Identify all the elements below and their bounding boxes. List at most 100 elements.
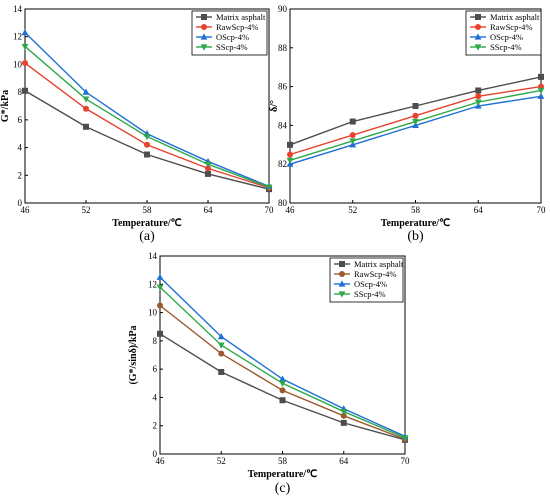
data-point xyxy=(144,141,150,148)
data-point xyxy=(537,92,545,99)
legend-label: Matrix asphalt xyxy=(216,12,266,22)
x-tick-label: 64 xyxy=(204,205,214,215)
y-tick-label: 80 xyxy=(278,198,288,208)
data-point xyxy=(22,60,28,67)
x-axis-label: Temperature/℃ xyxy=(381,218,451,229)
x-tick-label: 70 xyxy=(401,456,411,466)
y-tick-label: 10 xyxy=(13,59,23,69)
x-axis-label: Temperature/℃ xyxy=(112,218,182,229)
data-point xyxy=(204,161,212,168)
panel-label: (c) xyxy=(275,481,291,496)
x-tick-label: 70 xyxy=(265,205,275,215)
data-point xyxy=(217,333,225,340)
legend-label: OScp-4% xyxy=(354,279,387,289)
legend-label: Matrix asphalt xyxy=(490,12,540,22)
data-point xyxy=(537,87,545,95)
data-point xyxy=(340,419,347,426)
y-axis-label: (G*/sinδ)/kPa xyxy=(128,325,139,384)
data-point xyxy=(401,435,409,442)
legend-marker xyxy=(201,24,207,30)
data-point xyxy=(475,93,482,100)
data-point xyxy=(144,151,150,158)
data-point xyxy=(157,302,163,309)
y-tick-label: 90 xyxy=(278,4,288,14)
data-point xyxy=(157,330,163,337)
data-point xyxy=(286,157,294,164)
data-point xyxy=(475,87,482,94)
legend-marker xyxy=(475,14,481,20)
data-point xyxy=(143,133,151,141)
y-tick-label: 6 xyxy=(18,115,23,125)
legend-label: RawScp-4% xyxy=(216,22,259,32)
legend-marker xyxy=(339,271,345,277)
data-point xyxy=(82,96,90,103)
x-tick-label: 52 xyxy=(217,456,226,466)
x-tick-label: 46 xyxy=(286,205,296,215)
legend-label: SScp-4% xyxy=(354,289,386,299)
legend-label: RawScp-4% xyxy=(490,22,533,32)
chart-c: 46 52 58 64 7002468101214Temperature/℃(G*/si… xyxy=(128,251,410,496)
y-tick-label: 12 xyxy=(148,279,157,289)
y-tick-label: 4 xyxy=(153,392,158,402)
panel-label: (a) xyxy=(139,229,155,244)
series-line-1 xyxy=(24,62,270,189)
x-axis-label: Temperature/℃ xyxy=(248,469,318,480)
y-tick-label: 88 xyxy=(278,43,288,53)
y-tick-label: 8 xyxy=(153,336,158,346)
data-point xyxy=(279,380,286,387)
x-tick-label: 58 xyxy=(278,456,288,466)
legend-marker xyxy=(474,33,482,40)
data-point xyxy=(205,165,211,172)
data-point xyxy=(205,170,211,177)
x-tick-label: 70 xyxy=(537,205,547,215)
data-point xyxy=(279,397,286,404)
y-tick-label: 14 xyxy=(13,4,23,14)
data-point xyxy=(218,350,225,357)
y-tick-label: 0 xyxy=(18,198,23,208)
data-point xyxy=(474,99,482,106)
legend-label: OScp-4% xyxy=(216,32,249,42)
y-tick-label: 8 xyxy=(18,87,23,97)
legend-label: OScp-4% xyxy=(490,32,523,42)
x-tick-label: 46 xyxy=(21,205,31,215)
data-point xyxy=(340,412,347,419)
legend-marker xyxy=(338,291,346,298)
data-point xyxy=(287,151,293,158)
legend-marker xyxy=(200,33,208,40)
series-line-3 xyxy=(159,286,406,439)
legend-label: SScp-4% xyxy=(216,42,248,52)
y-tick-label: 0 xyxy=(153,449,158,459)
data-point xyxy=(156,273,164,280)
series-line-2 xyxy=(24,32,270,188)
y-tick-label: 12 xyxy=(13,32,22,42)
x-tick-label: 52 xyxy=(348,205,357,215)
y-tick-label: 6 xyxy=(153,364,158,374)
data-point xyxy=(217,342,225,349)
y-tick-label: 10 xyxy=(148,308,158,318)
data-point xyxy=(265,184,273,191)
y-tick-label: 82 xyxy=(278,159,287,169)
data-point xyxy=(83,105,89,112)
legend-marker xyxy=(200,44,208,51)
chart-b: 46 52 58 64 70 80 82 84 86 88 90 Temperature/℃ δ/° Ma… xyxy=(269,4,546,244)
y-tick-label: 2 xyxy=(18,170,23,180)
data-point xyxy=(349,138,357,145)
y-axis-label: G*/kPa xyxy=(0,90,11,122)
data-point xyxy=(156,284,164,291)
data-point xyxy=(538,73,544,80)
data-point xyxy=(21,43,29,51)
y-axis-label: δ/° xyxy=(269,100,280,112)
data-point xyxy=(349,118,356,125)
data-point xyxy=(412,103,419,109)
x-tick-label: 58 xyxy=(411,205,421,215)
y-tick-label: 86 xyxy=(278,82,288,92)
chart-a: 46 52 58 64 7002468101214Temperature/℃G*/kPa… xyxy=(0,4,274,244)
x-tick-label: 64 xyxy=(339,456,349,466)
data-point xyxy=(287,141,293,148)
data-point xyxy=(279,387,286,394)
data-point xyxy=(279,375,286,382)
legend-marker xyxy=(338,280,346,287)
